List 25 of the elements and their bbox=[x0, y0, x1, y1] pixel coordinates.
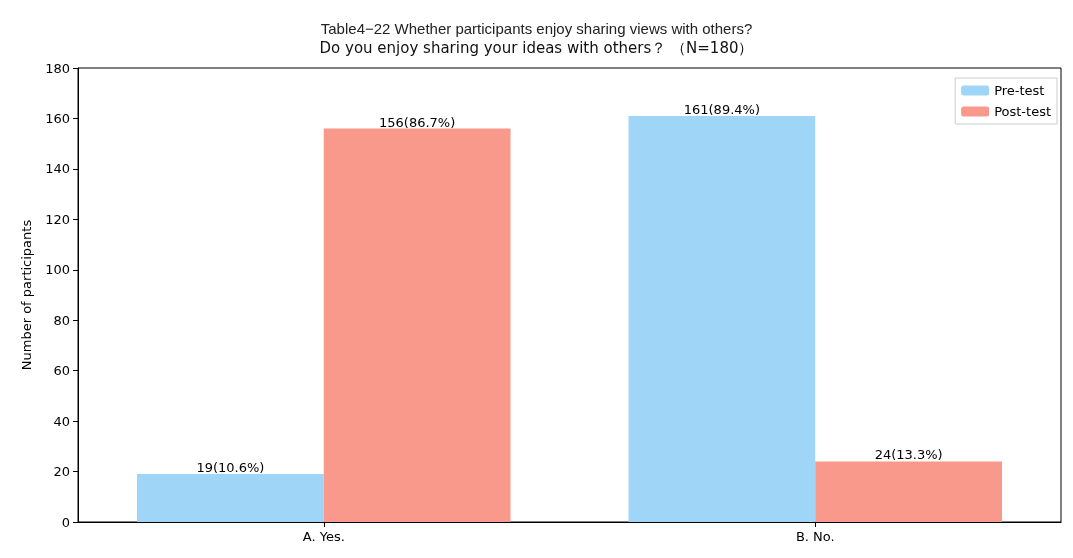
data-label: 19(10.6%) bbox=[196, 460, 265, 476]
y-tick-label: 60 bbox=[53, 363, 70, 379]
data-label: 24(13.3%) bbox=[874, 447, 943, 463]
y-tick-label: 80 bbox=[53, 312, 70, 328]
legend-label: Post-test bbox=[994, 104, 1051, 119]
y-tick-label: 40 bbox=[53, 413, 70, 429]
y-tick-label: 20 bbox=[53, 464, 70, 480]
x-tick-label: A. Yes. bbox=[302, 529, 345, 544]
y-tick-label: 120 bbox=[45, 211, 70, 227]
x-tick-label: B. No. bbox=[795, 529, 835, 544]
bar bbox=[323, 128, 511, 522]
legend-label: Pre-test bbox=[994, 83, 1045, 98]
y-tick-label: 160 bbox=[45, 110, 70, 126]
y-tick-label: 140 bbox=[45, 161, 70, 177]
chart-title: Table4−22 Whether participants enjoy sharing views with others? bbox=[320, 20, 753, 37]
bar bbox=[628, 115, 816, 522]
y-tick-label: 0 bbox=[61, 514, 70, 530]
y-tick-label: 180 bbox=[45, 60, 70, 76]
data-label: 156(86.7%) bbox=[379, 114, 456, 130]
y-axis-title: Number of participants bbox=[19, 219, 34, 371]
bar bbox=[815, 461, 1003, 522]
bar bbox=[136, 474, 324, 522]
chart-subtitle: Do you enjoy sharing your ideas with others？ （N=180） bbox=[319, 38, 754, 57]
y-tick-label: 100 bbox=[45, 262, 70, 278]
data-label: 161(89.4%) bbox=[683, 101, 760, 117]
